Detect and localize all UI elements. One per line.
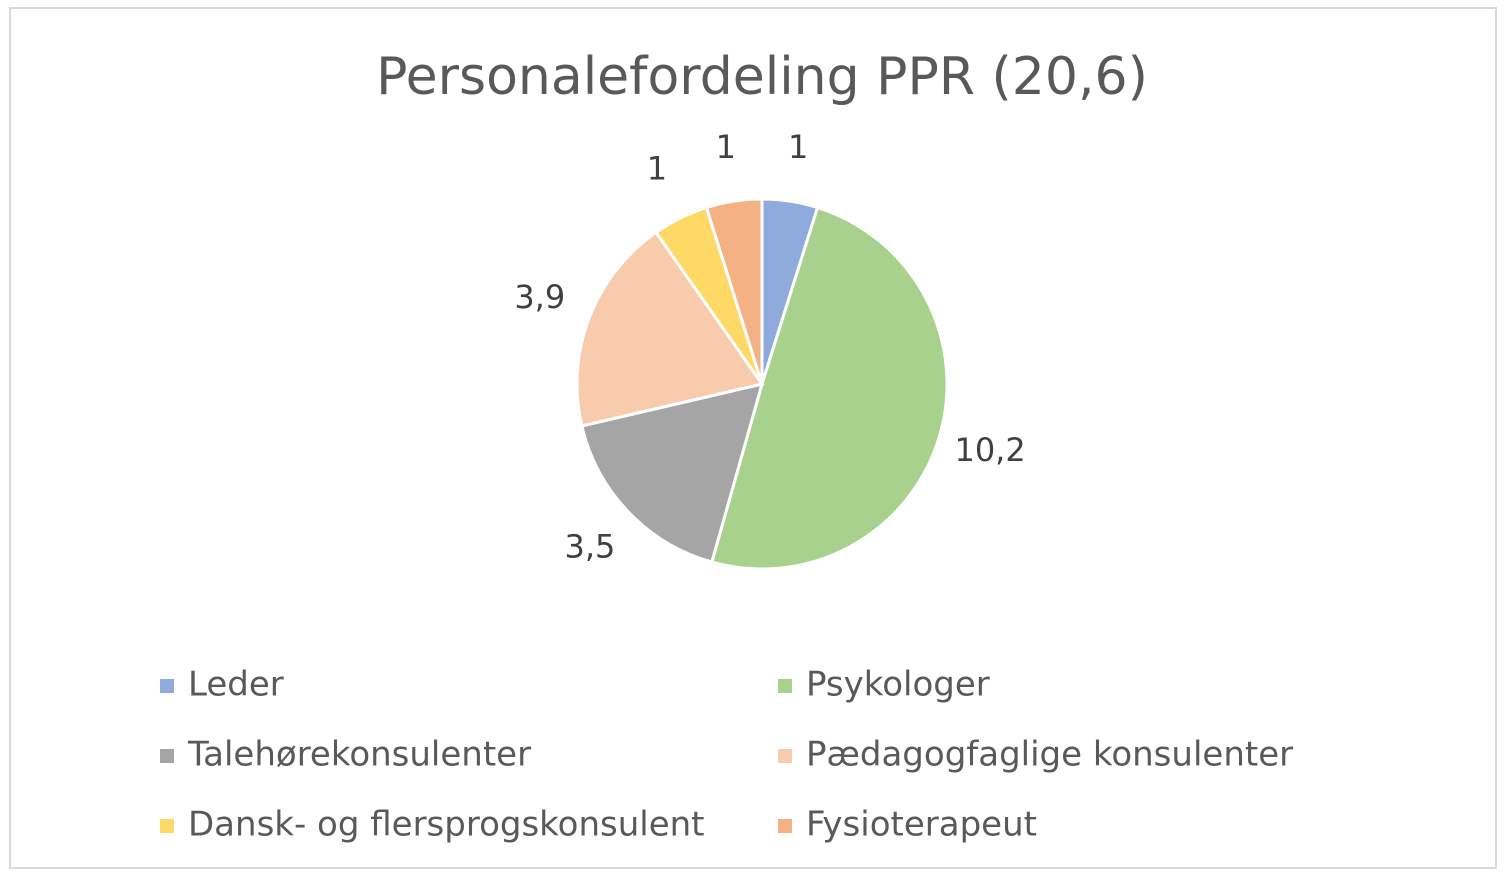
pie-slice [709,205,949,571]
legend-swatch [778,749,792,763]
data-label: 10,2 [954,431,1025,469]
data-label: 1 [647,149,667,187]
pie-slice [580,381,765,564]
data-label: 1 [716,128,736,166]
data-label: 1 [788,128,808,166]
pie-slice [704,197,764,385]
data-label: 3,9 [514,278,565,316]
chart-title: Personalefordeling PPR (20,6) [376,47,1148,107]
legend-swatch [160,679,174,693]
legend-label: Talehørekonsulenter [187,735,531,775]
legend-label: Dansk- og flersprogskonsulent [188,805,705,845]
data-label: 3,5 [564,527,615,565]
legend-swatch [778,819,792,833]
legend-swatch [160,749,174,763]
legend-label: Leder [188,665,284,705]
legend-swatch [160,819,174,833]
legend-label: Pædagogfaglige konsulenter [806,735,1293,775]
legend-label: Fysioterapeut [806,805,1037,845]
pie-slice [575,230,765,428]
legend-label: Psykologer [806,665,990,705]
legend-swatch [778,679,792,693]
